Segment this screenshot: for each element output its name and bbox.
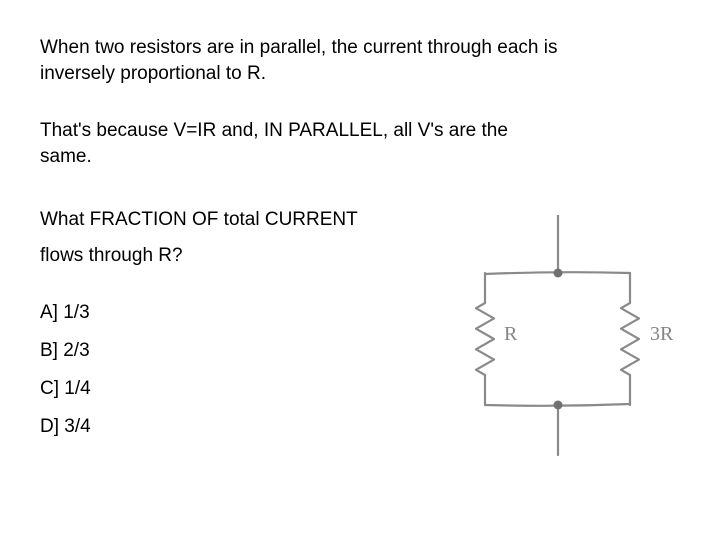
resistor-left-label: R: [504, 323, 517, 346]
question-line-2: flows through R?: [40, 238, 440, 274]
statement-1: When two resistors are in parallel, the …: [40, 35, 560, 86]
statement-2: That's because V=IR and, IN PARALLEL, al…: [40, 118, 560, 169]
resistor-right-label: 3R: [650, 323, 673, 346]
question-line-1: What FRACTION OF total CURRENT: [40, 202, 440, 238]
circuit-diagram: R 3R: [440, 215, 690, 460]
question-block: What FRACTION OF total CURRENT flows thr…: [40, 202, 440, 274]
